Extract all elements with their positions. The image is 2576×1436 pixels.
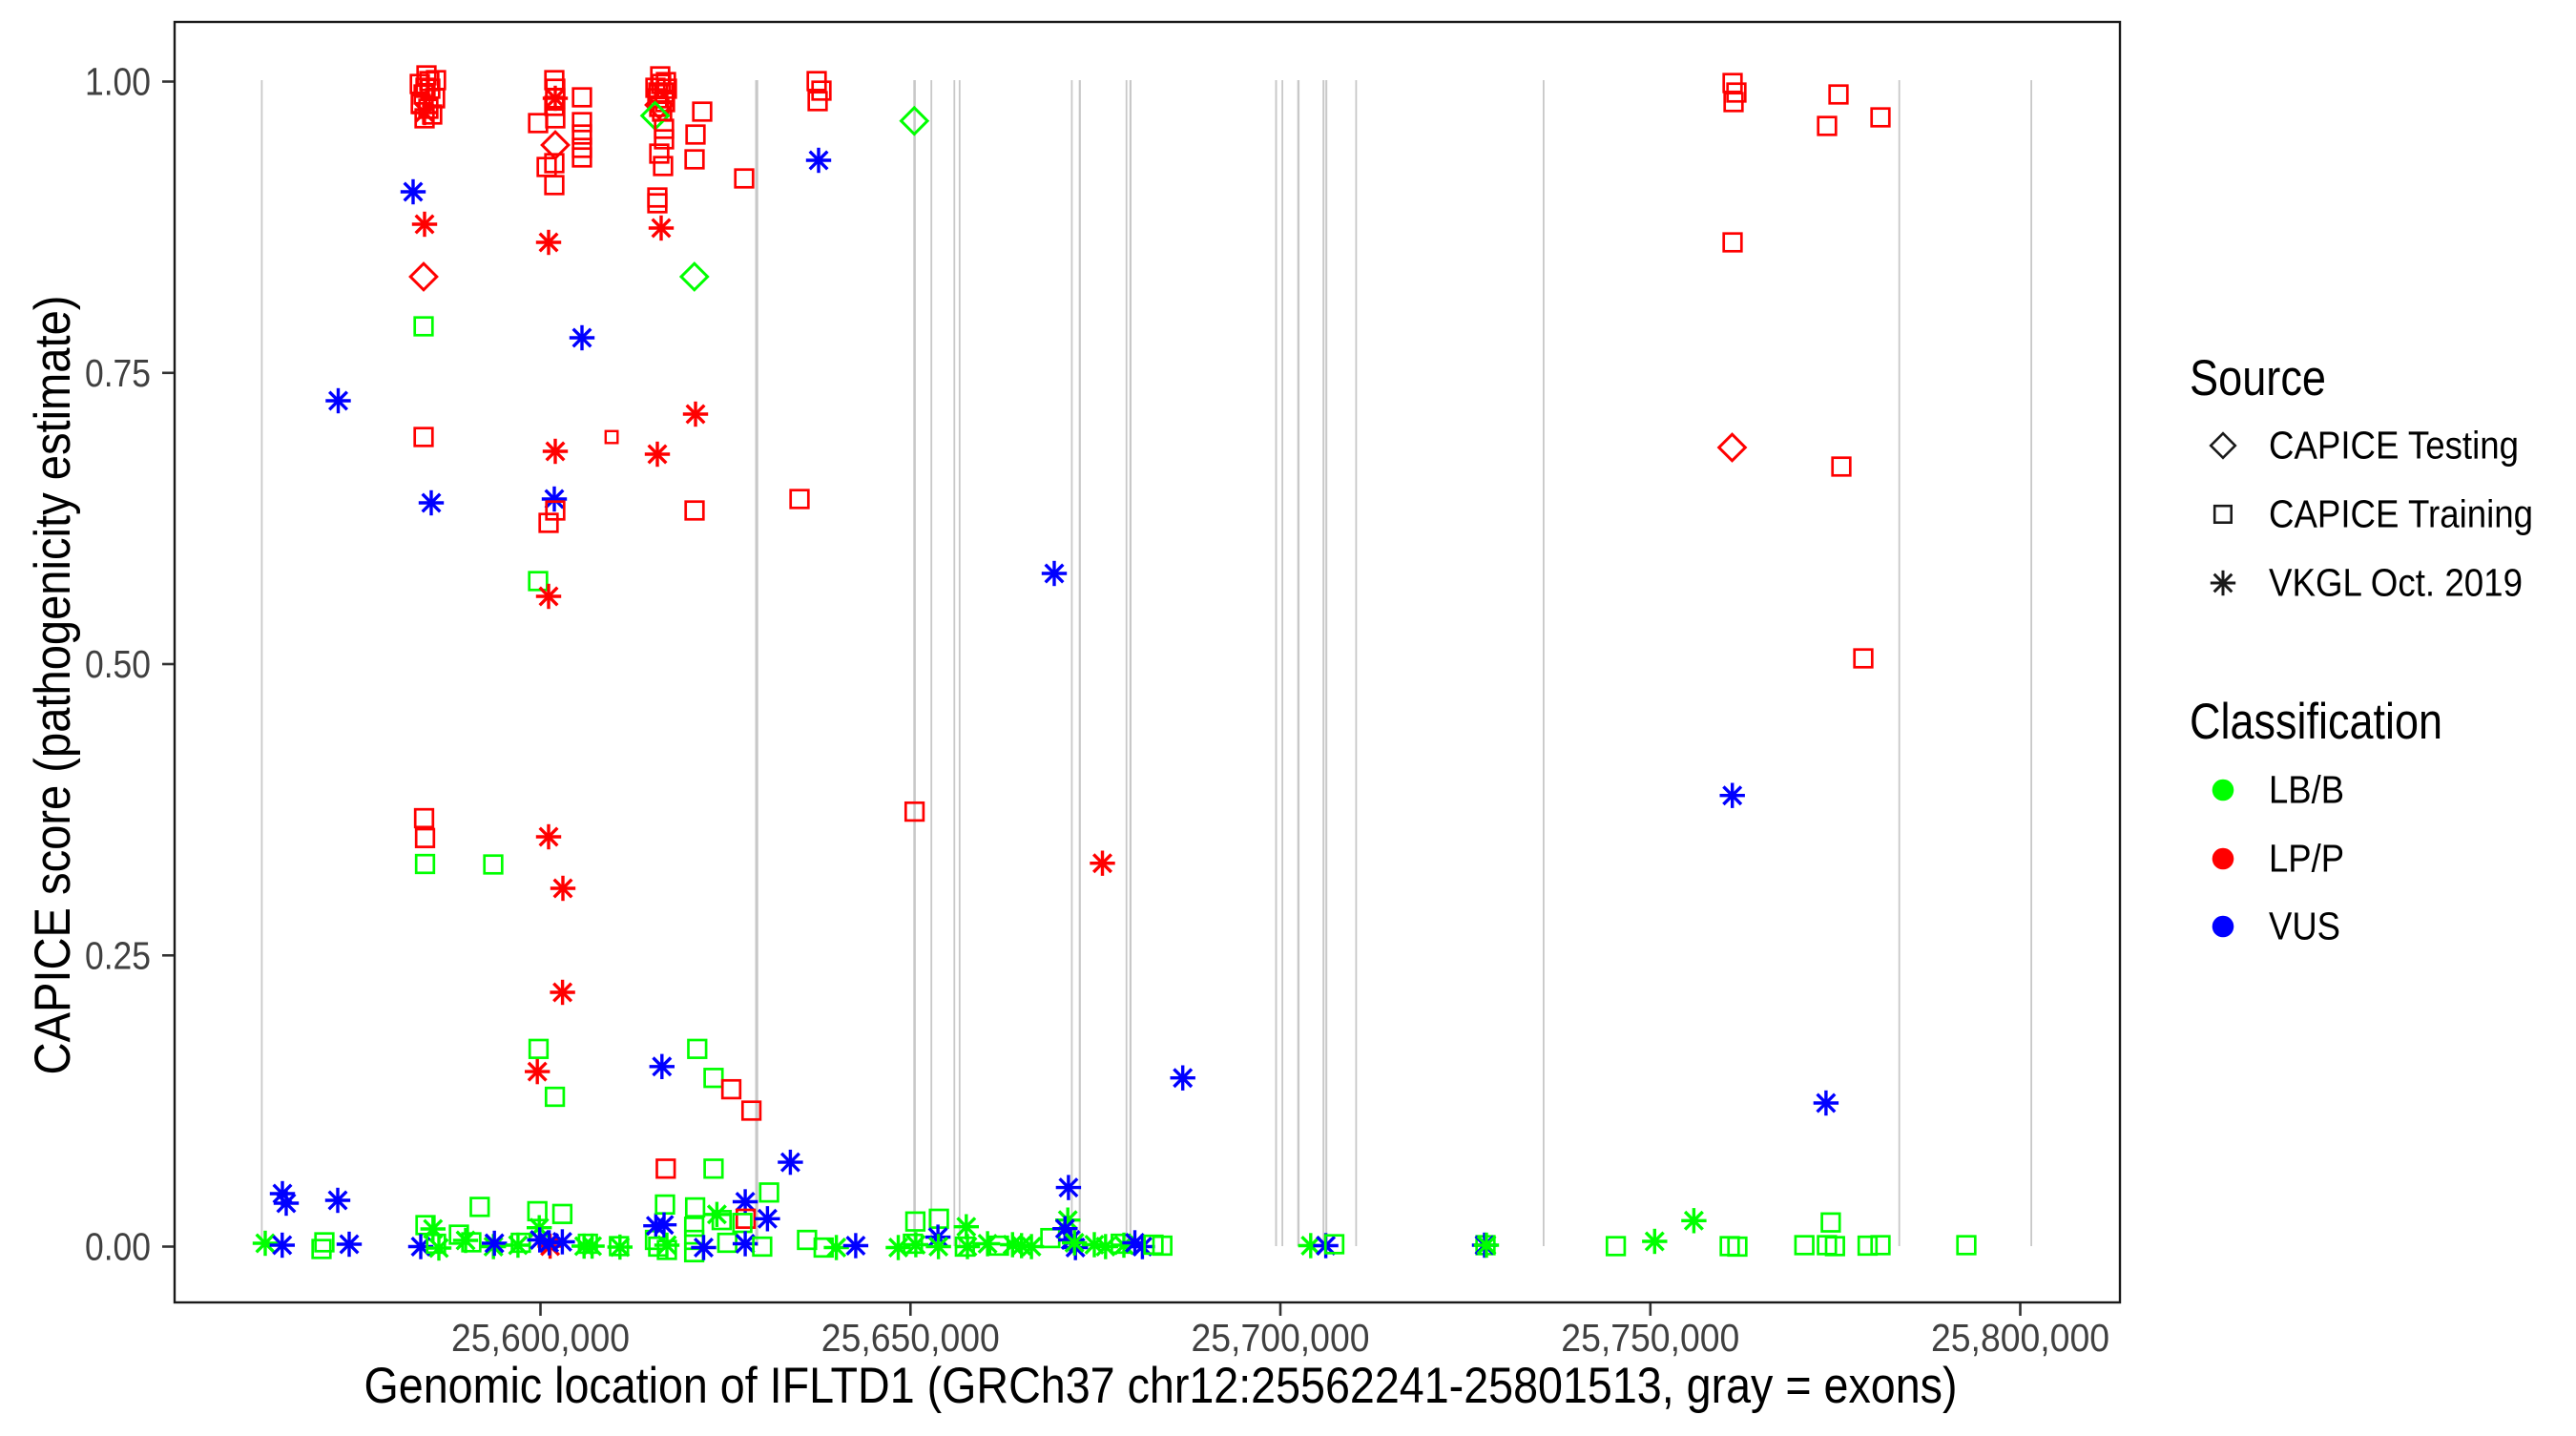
svg-text:0.00: 0.00 bbox=[85, 1225, 151, 1269]
svg-text:25,700,000: 25,700,000 bbox=[1192, 1316, 1370, 1360]
svg-text:VKGL Oct. 2019: VKGL Oct. 2019 bbox=[2269, 561, 2523, 605]
svg-text:CAPICE Testing: CAPICE Testing bbox=[2269, 424, 2519, 468]
svg-text:1.00: 1.00 bbox=[85, 60, 151, 104]
svg-text:LB/B: LB/B bbox=[2269, 768, 2344, 812]
svg-text:Source: Source bbox=[2190, 350, 2326, 406]
svg-text:0.50: 0.50 bbox=[85, 642, 151, 686]
svg-text:Classification: Classification bbox=[2190, 694, 2442, 750]
svg-text:CAPICE Training: CAPICE Training bbox=[2269, 492, 2533, 536]
svg-text:LP/P: LP/P bbox=[2269, 837, 2344, 881]
svg-text:VUS: VUS bbox=[2269, 905, 2340, 948]
svg-text:0.25: 0.25 bbox=[85, 933, 151, 977]
svg-text:25,750,000: 25,750,000 bbox=[1561, 1316, 1739, 1360]
svg-text:25,650,000: 25,650,000 bbox=[821, 1316, 1000, 1360]
svg-text:0.75: 0.75 bbox=[85, 351, 151, 395]
svg-text:25,800,000: 25,800,000 bbox=[1931, 1316, 2109, 1360]
svg-text:Genomic location of IFLTD1 (GR: Genomic location of IFLTD1 (GRCh37 chr12… bbox=[364, 1358, 1958, 1414]
svg-text:CAPICE score (pathogenicity es: CAPICE score (pathogenicity estimate) bbox=[25, 296, 81, 1075]
svg-text:25,600,000: 25,600,000 bbox=[451, 1316, 630, 1360]
